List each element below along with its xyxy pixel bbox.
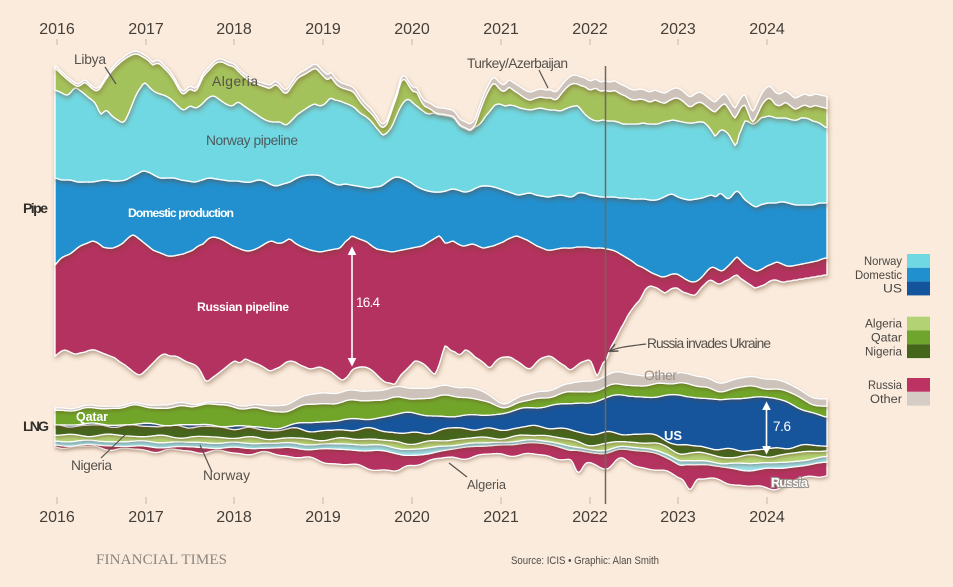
svg-text:Norway: Norway [203, 468, 250, 483]
svg-text:LNG: LNG [23, 419, 49, 435]
svg-text:Other: Other [870, 392, 902, 406]
svg-text:FINANCIAL TIMES: FINANCIAL TIMES [96, 552, 227, 568]
svg-text:US: US [664, 428, 682, 443]
svg-text:Libya: Libya [74, 52, 106, 67]
svg-text:2021: 2021 [483, 509, 519, 526]
svg-text:Domestic production: Domestic production [128, 206, 234, 220]
svg-text:2017: 2017 [128, 509, 164, 526]
svg-text:2022: 2022 [572, 21, 608, 38]
svg-text:2019: 2019 [305, 21, 341, 38]
svg-text:Algeria: Algeria [212, 74, 258, 89]
svg-text:US: US [883, 282, 902, 296]
svg-text:2018: 2018 [216, 21, 252, 38]
svg-text:2016: 2016 [39, 509, 75, 526]
svg-text:Domestic: Domestic [855, 268, 902, 282]
svg-text:2018: 2018 [216, 509, 252, 526]
svg-text:2022: 2022 [572, 509, 608, 526]
svg-text:Russia: Russia [868, 378, 902, 392]
svg-text:2023: 2023 [660, 509, 696, 526]
svg-text:Russian pipeline: Russian pipeline [197, 300, 289, 314]
svg-text:Russia: Russia [771, 475, 809, 490]
svg-text:2019: 2019 [305, 509, 341, 526]
svg-text:Algeria: Algeria [865, 317, 902, 331]
svg-text:2024: 2024 [749, 509, 785, 526]
svg-text:Norway pipeline: Norway pipeline [206, 133, 298, 148]
svg-text:Nigeria: Nigeria [71, 458, 112, 473]
svg-text:Turkey/Azerbaijan: Turkey/Azerbaijan [467, 56, 568, 71]
svg-text:2020: 2020 [394, 21, 430, 38]
svg-text:2017: 2017 [128, 21, 164, 38]
svg-text:Source: ICIS • Graphic: Alan S: Source: ICIS • Graphic: Alan Smith [511, 555, 659, 567]
svg-text:Algeria: Algeria [467, 477, 507, 492]
svg-text:Pipe: Pipe [23, 201, 48, 217]
svg-text:7.6: 7.6 [773, 419, 791, 434]
svg-text:16.4: 16.4 [356, 295, 380, 310]
svg-text:2020: 2020 [394, 509, 430, 526]
svg-text:2023: 2023 [660, 21, 696, 38]
svg-text:Other: Other [644, 368, 677, 383]
svg-text:Russia invades Ukraine: Russia invades Ukraine [647, 336, 771, 351]
svg-text:2024: 2024 [749, 21, 785, 38]
svg-text:Qatar: Qatar [871, 331, 902, 345]
svg-text:Qatar: Qatar [76, 410, 108, 424]
svg-text:Nigeria: Nigeria [865, 344, 902, 358]
svg-text:2021: 2021 [483, 21, 519, 38]
svg-text:2016: 2016 [39, 21, 75, 38]
svg-text:Norway: Norway [864, 254, 903, 268]
